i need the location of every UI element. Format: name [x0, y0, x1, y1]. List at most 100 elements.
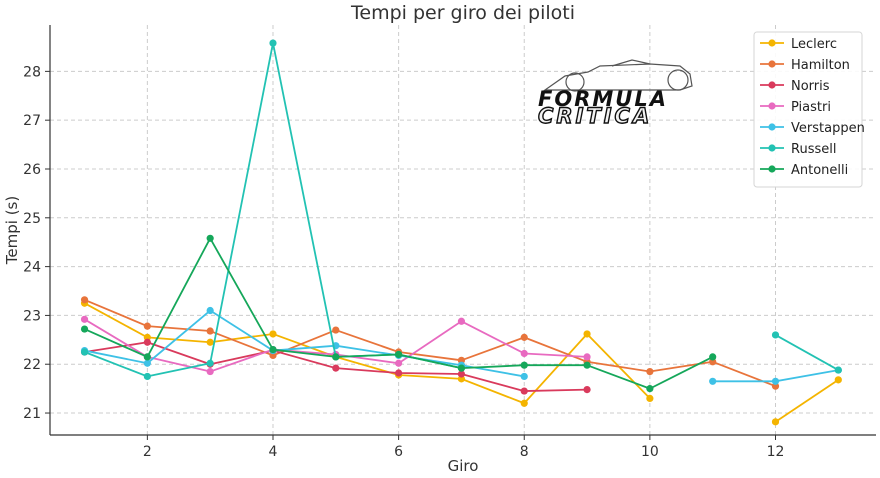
data-point: [332, 326, 340, 334]
legend-label: Verstappen: [791, 121, 865, 136]
x-tick-label: 4: [269, 444, 278, 460]
y-tick-label: 24: [23, 260, 41, 276]
data-point: [206, 359, 214, 367]
data-point: [143, 353, 151, 361]
y-tick-label: 25: [23, 211, 41, 227]
series-line: [774, 379, 839, 423]
data-point: [395, 359, 403, 367]
data-point: [143, 322, 151, 330]
data-point: [143, 359, 151, 367]
data-point: [583, 353, 591, 361]
x-tick-label: 6: [394, 444, 403, 460]
chart-title: Tempi per giro dei piloti: [350, 2, 575, 24]
y-tick-label: 26: [23, 162, 41, 178]
data-point: [834, 366, 842, 374]
legend-label: Antonelli: [791, 163, 848, 178]
legend-swatch-marker: [768, 81, 776, 89]
legend-item: Hamilton: [760, 58, 850, 73]
legend-item: Norris: [760, 79, 830, 94]
data-point: [332, 364, 340, 372]
data-point: [583, 330, 591, 338]
series-line: [84, 309, 525, 378]
data-point: [143, 372, 151, 381]
logo-line-1: FORMULA: [538, 87, 668, 111]
legend-item: Verstappen: [760, 121, 865, 136]
data-point: [80, 348, 89, 356]
series-lines: [80, 39, 842, 426]
data-point: [206, 367, 214, 376]
x-tick-label: 12: [767, 444, 785, 460]
legend-label: Leclerc: [791, 37, 837, 52]
legend-swatch-marker: [768, 165, 776, 173]
series-antonelli: [80, 234, 717, 393]
data-point: [80, 296, 89, 304]
legend-swatch-marker: [768, 60, 776, 68]
data-point: [457, 317, 466, 325]
data-point: [269, 345, 277, 354]
series-line: [775, 334, 839, 371]
x-tick-label: 10: [641, 444, 659, 460]
y-axis-title: Tempi (s): [3, 196, 21, 265]
legend-swatch-marker: [768, 144, 776, 152]
grid: [50, 25, 876, 435]
legend-label: Russell: [791, 142, 836, 157]
data-point: [206, 338, 214, 346]
data-point: [520, 399, 528, 407]
race-car-icon: [543, 59, 693, 92]
data-point: [80, 325, 89, 333]
data-point: [332, 353, 340, 361]
legend-item: Leclerc: [760, 37, 837, 52]
legend-swatch-marker: [768, 123, 776, 131]
data-point: [206, 234, 214, 242]
data-point: [771, 418, 780, 426]
data-point: [80, 315, 89, 323]
data-point: [520, 372, 528, 381]
data-point: [646, 367, 654, 376]
y-tick-label: 21: [23, 406, 41, 422]
data-point: [771, 331, 780, 339]
legend-swatch-marker: [768, 39, 776, 47]
y-tick-label: 28: [23, 64, 41, 80]
data-point: [583, 386, 591, 394]
data-point: [520, 361, 528, 369]
data-point: [834, 376, 842, 384]
data-point: [395, 369, 403, 377]
x-axis-title: Giro: [448, 457, 479, 475]
legend-label: Hamilton: [791, 58, 850, 73]
data-point: [646, 394, 654, 402]
data-point: [520, 349, 528, 358]
x-tick-label: 2: [143, 444, 152, 460]
legend-label: Piastri: [791, 100, 831, 115]
data-point: [395, 350, 403, 359]
legend-item: Antonelli: [760, 163, 848, 178]
data-point: [583, 361, 591, 369]
legend-item: Russell: [760, 142, 836, 157]
data-point: [520, 333, 528, 341]
data-point: [143, 338, 151, 346]
data-point: [771, 377, 780, 385]
data-point: [269, 330, 277, 338]
legend-item: Piastri: [760, 100, 831, 115]
data-point: [269, 39, 277, 47]
series-line: [84, 302, 651, 405]
data-point: [206, 306, 214, 315]
data-point: [206, 327, 214, 335]
data-point: [709, 377, 717, 385]
data-point: [457, 370, 466, 378]
legend-swatch-marker: [768, 102, 776, 110]
logo-line-2: CRITICA: [538, 104, 652, 128]
series-line: [84, 298, 776, 388]
data-point: [457, 364, 466, 372]
y-tick-label: 22: [23, 357, 41, 373]
data-point: [646, 385, 654, 393]
x-tick-label: 8: [520, 444, 529, 460]
data-point: [709, 353, 717, 361]
formula-critica-logo: FORMULA CRITICA: [537, 59, 693, 129]
legend: Leclerc Hamilton Norris Piastri Verstappen Ru…: [753, 31, 865, 188]
y-tick-label: 23: [23, 308, 41, 324]
y-tick-label: 27: [23, 113, 41, 129]
